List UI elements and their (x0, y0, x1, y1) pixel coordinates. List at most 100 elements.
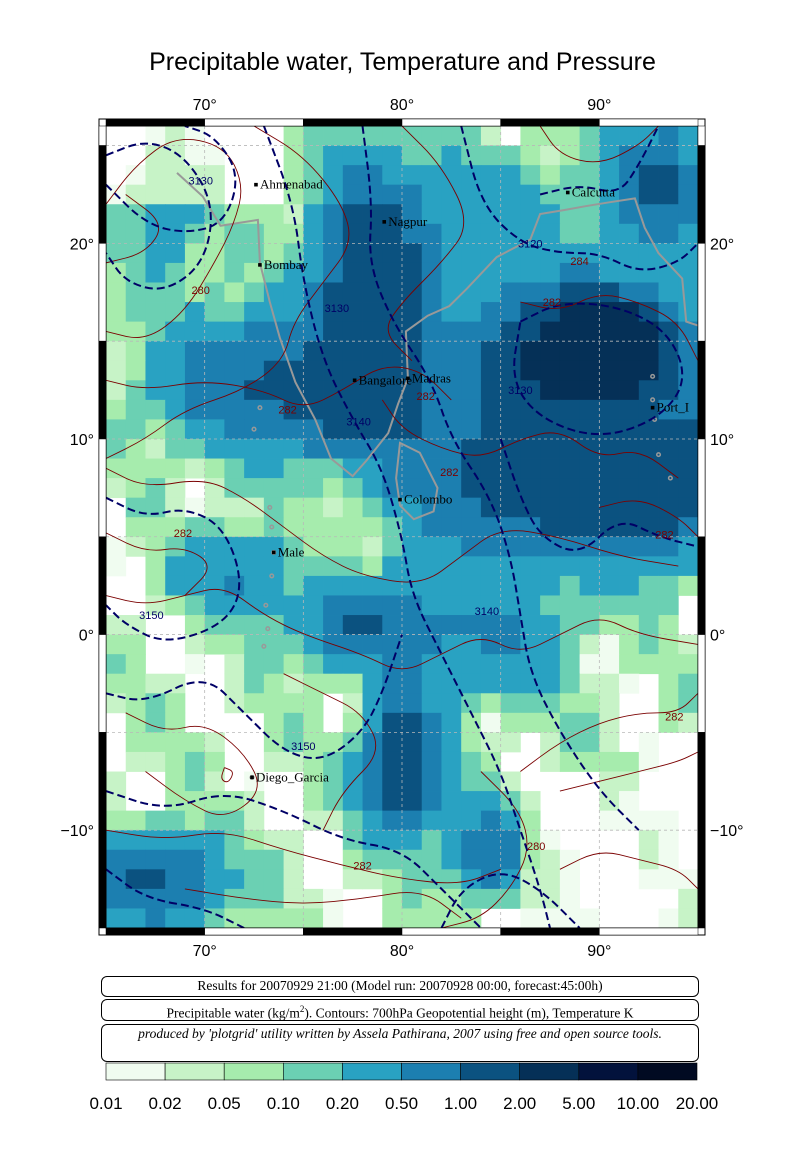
pw-cell (619, 654, 640, 675)
pw-cell (480, 438, 502, 459)
pw-cell (342, 165, 363, 186)
pw-cell (283, 869, 304, 890)
pw-cell (204, 771, 225, 792)
pw-cell (323, 732, 344, 753)
island (257, 405, 263, 411)
pw-cell (184, 145, 206, 166)
pw-cell (520, 165, 541, 186)
temperature-contour-label: 282 (440, 467, 458, 479)
pw-cell (106, 204, 127, 225)
frame-segment (98, 340, 107, 440)
pw-cell (244, 517, 265, 538)
city-marker (398, 497, 402, 502)
pw-cell (125, 478, 146, 499)
pw-cell (500, 302, 521, 323)
pw-cell (480, 517, 502, 538)
pw-cell (342, 849, 363, 870)
pw-cell (145, 223, 166, 244)
pw-cell (184, 634, 206, 655)
pw-cell (125, 497, 146, 518)
pw-cell (402, 145, 423, 166)
frame-segment (599, 927, 699, 936)
pw-cell (441, 184, 462, 205)
pw-cell (382, 751, 403, 772)
pw-cell (500, 438, 521, 459)
pw-cell (678, 673, 698, 694)
frame-segment (697, 125, 706, 146)
pw-cell (638, 262, 659, 283)
pw-cell (599, 243, 620, 264)
pw-cell (638, 282, 659, 303)
pw-cell (599, 595, 620, 616)
pw-cell (441, 830, 462, 851)
pw-cell (106, 888, 127, 909)
temperature-contour-line (283, 673, 377, 831)
pw-cell (461, 810, 482, 831)
pw-cell (559, 556, 580, 577)
pw-cell (283, 145, 304, 166)
pw-cell (184, 869, 206, 890)
legend-suffix: ). Contours: 700hPa Geopotential height … (304, 1005, 634, 1021)
pw-cell (441, 791, 462, 812)
pw-cell (500, 321, 521, 342)
pw-cell (145, 360, 166, 381)
pw-cell (461, 243, 482, 264)
pw-cell (421, 673, 442, 694)
pw-cell (658, 223, 679, 244)
pw-cell (165, 575, 186, 596)
pw-cell (184, 223, 206, 244)
pw-cell (500, 712, 521, 733)
colorbar-tick-label: 1.00 (444, 1094, 478, 1113)
pw-cell (263, 243, 284, 264)
pw-cell (263, 223, 284, 244)
pw-cell (559, 223, 580, 244)
frame-segment (105, 927, 205, 936)
height-contour-label: 3130 (325, 303, 349, 315)
contour-labels: 3130 3130 3120 3130 3140 3140 3150 3150 280 282 28… (139, 176, 683, 873)
pw-cell (599, 145, 620, 166)
temperature-contour-line (539, 126, 659, 163)
pw-cell (244, 888, 265, 909)
pw-cell (540, 145, 561, 166)
pw-cell (303, 595, 324, 616)
pw-cell (658, 380, 679, 401)
pw-cell (106, 615, 127, 635)
pw-cell (658, 282, 679, 303)
pw-cell (461, 517, 482, 538)
pw-cell (145, 830, 166, 851)
pw-cell (638, 458, 659, 479)
pw-cell (500, 184, 521, 205)
pw-cell (579, 165, 600, 186)
pw-cell (441, 243, 462, 264)
pw-cell (579, 223, 600, 244)
pw-cell (579, 595, 600, 616)
city-label: Madras (412, 370, 451, 385)
temperature-contour-line (520, 692, 698, 772)
pw-cell (461, 399, 482, 420)
temperature-contour-line (559, 852, 698, 890)
pw-cell (619, 556, 640, 577)
pw-cell (678, 634, 698, 655)
pw-cell (638, 615, 659, 635)
pw-cell (402, 204, 423, 225)
pw-cell (342, 536, 363, 557)
pw-cell (106, 908, 127, 928)
pw-cell (500, 771, 521, 792)
pw-cell (263, 908, 284, 928)
pw-cell (125, 732, 146, 753)
pw-cell (184, 771, 206, 792)
pw-cell (323, 165, 344, 186)
frame-segment (98, 634, 107, 733)
pw-cell (500, 634, 521, 655)
pw-cell (619, 478, 640, 499)
island (261, 643, 267, 649)
temperature-contour-label: 282 (278, 405, 296, 417)
pw-cell (283, 204, 304, 225)
pw-cell (520, 497, 541, 518)
pw-cell (165, 478, 186, 499)
pw-cell (619, 595, 640, 616)
pw-cell (599, 458, 620, 479)
pw-cell (342, 184, 363, 205)
pw-cell (323, 810, 344, 831)
pw-cell (303, 360, 324, 381)
